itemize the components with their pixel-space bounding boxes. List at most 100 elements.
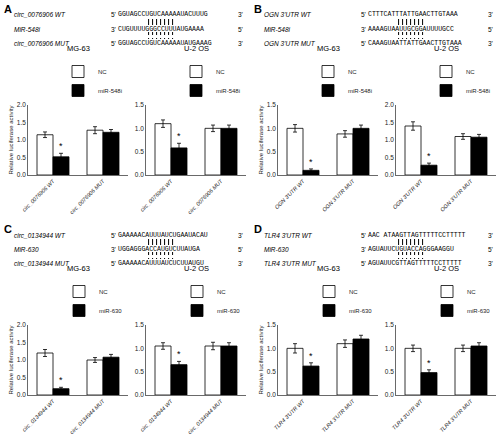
svg-text:circ_0076906 MUT: circ_0076906 MUT — [69, 178, 107, 216]
svg-text:3': 3' — [238, 232, 243, 239]
svg-text:TLR4 3'UTR MUT: TLR4 3'UTR MUT — [320, 398, 356, 434]
svg-text:0.0: 0.0 — [17, 391, 26, 398]
svg-text:AGUAUUCGTTAGTTTTTCCTTTTT: AGUAUUCGTTAGTTTTTCCTTTTT — [368, 260, 462, 267]
svg-text:3': 3' — [238, 260, 243, 267]
svg-text:CUGUUUUGGGCCUUUAUGAAAA: CUGUUUUGGGCCUUUAUGAAAA — [118, 26, 204, 33]
svg-text:0.5: 0.5 — [17, 154, 26, 161]
svg-text:1.5: 1.5 — [17, 339, 26, 346]
svg-text:MiR-548i: MiR-548i — [14, 26, 41, 33]
svg-text:3': 3' — [111, 246, 116, 253]
svg-text:5': 5' — [361, 260, 366, 267]
svg-text:circ_0076906 WT: circ_0076906 WT — [139, 178, 174, 213]
svg-text:1.0: 1.0 — [135, 125, 144, 132]
svg-text:circ_0134944 MUT: circ_0134944 MUT — [187, 398, 225, 436]
svg-text:miR-630: miR-630 — [467, 308, 490, 314]
svg-text:D: D — [254, 223, 262, 235]
svg-text:CAAAGUAATTATTGAACTTGTAAA: CAAAGUAATTATTGAACTTGTAAA — [368, 40, 462, 47]
svg-text:CTTTCATTTATTGAACTTGTAAA: CTTTCATTTATTGAACTTGTAAA — [368, 11, 458, 18]
svg-text:U-2 OS: U-2 OS — [184, 264, 209, 273]
svg-text:TLR4 3'UTR WT: TLR4 3'UTR WT — [273, 398, 306, 431]
svg-text:miR-630: miR-630 — [349, 308, 372, 314]
svg-text:OGN 3'UTR MUT: OGN 3'UTR MUT — [321, 178, 356, 213]
svg-text:TLR4 3'UTR WT: TLR4 3'UTR WT — [391, 398, 424, 431]
svg-text:OGN 3'UTR MUT: OGN 3'UTR MUT — [264, 40, 316, 47]
svg-text:MiR-630: MiR-630 — [14, 246, 39, 253]
svg-text:1.5: 1.5 — [267, 321, 276, 328]
svg-text:MG-63: MG-63 — [317, 264, 340, 273]
svg-text:5': 5' — [111, 11, 116, 18]
svg-text:3': 3' — [238, 40, 243, 47]
svg-text:Relative luciferase activity: Relative luciferase activity — [258, 105, 264, 174]
svg-text:1.5: 1.5 — [385, 119, 394, 126]
svg-text:0.0: 0.0 — [267, 391, 276, 398]
svg-text:NC: NC — [467, 289, 476, 295]
svg-text:5': 5' — [488, 26, 493, 33]
svg-text:MG-63: MG-63 — [67, 44, 90, 53]
svg-text:Relative luciferase activity: Relative luciferase activity — [8, 325, 14, 394]
svg-text:circ_0076906 MUT: circ_0076906 MUT — [187, 178, 225, 216]
svg-text:1.0: 1.0 — [267, 345, 276, 352]
svg-text:GGUAGCCUGUCAAAAAUACUUUG: GGUAGCCUGUCAAAAAUACUUUG — [118, 11, 208, 18]
svg-text:Relative luciferase activity: Relative luciferase activity — [8, 105, 14, 174]
svg-text:1.5: 1.5 — [385, 321, 394, 328]
svg-text:3': 3' — [361, 26, 366, 33]
svg-text:3': 3' — [111, 26, 116, 33]
svg-text:5': 5' — [238, 26, 243, 33]
svg-text:AGUAUUCUGUACCAGGGAAGGU: AGUAUUCUGUACCAGGGAAGGU — [368, 246, 454, 253]
svg-text:MiR-548i: MiR-548i — [264, 26, 291, 33]
svg-text:0.5: 0.5 — [385, 154, 394, 161]
svg-text:U-2 OS: U-2 OS — [434, 44, 459, 53]
svg-text:1.5: 1.5 — [17, 119, 26, 126]
svg-text:miR-630: miR-630 — [217, 308, 240, 314]
svg-text:circ_0076906 MUT: circ_0076906 MUT — [14, 40, 70, 47]
svg-text:OGN 3'UTR WT: OGN 3'UTR WT — [273, 178, 306, 211]
svg-text:MiR-630: MiR-630 — [264, 246, 289, 253]
svg-text:0.5: 0.5 — [135, 368, 144, 375]
svg-text:circ_0134944 WT: circ_0134944 WT — [14, 232, 66, 239]
svg-text:2.0: 2.0 — [385, 101, 394, 108]
svg-text:5': 5' — [238, 246, 243, 253]
svg-text:AAC ATAAGTTAGTTTTTCCTTTTT: AAC ATAAGTTAGTTTTTCCTTTTT — [368, 232, 466, 239]
svg-text:0.0: 0.0 — [135, 171, 144, 178]
svg-text:3': 3' — [488, 232, 493, 239]
svg-text:0.5: 0.5 — [135, 148, 144, 155]
svg-text:5': 5' — [111, 232, 116, 239]
svg-text:circ_0076906 WT: circ_0076906 WT — [21, 178, 56, 213]
svg-text:0.0: 0.0 — [267, 171, 276, 178]
svg-text:OGN 3'UTR WT: OGN 3'UTR WT — [264, 11, 312, 18]
svg-text:MG-63: MG-63 — [67, 264, 90, 273]
svg-text:*: * — [177, 131, 181, 141]
svg-text:5': 5' — [111, 40, 116, 47]
svg-text:circ_0134944 WT: circ_0134944 WT — [139, 398, 174, 433]
svg-text:*: * — [59, 141, 63, 151]
svg-text:3': 3' — [488, 11, 493, 18]
svg-text:TLR4 3'UTR MUT: TLR4 3'UTR MUT — [264, 260, 317, 267]
svg-text:NC: NC — [99, 289, 108, 295]
svg-text:miR-548i: miR-548i — [98, 88, 122, 94]
svg-text:circ_0076906 WT: circ_0076906 WT — [14, 11, 66, 18]
svg-text:AAAAGUAAUUGCGGAUUUUGCC: AAAAGUAAUUGCGGAUUUUGCC — [368, 26, 454, 33]
svg-text:miR-630: miR-630 — [99, 308, 122, 314]
svg-text:5': 5' — [361, 11, 366, 18]
svg-text:0.0: 0.0 — [385, 171, 394, 178]
svg-text:3': 3' — [238, 11, 243, 18]
svg-text:1.0: 1.0 — [17, 136, 26, 143]
svg-text:0.5: 0.5 — [267, 148, 276, 155]
svg-text:1.0: 1.0 — [17, 356, 26, 363]
svg-text:TLR4 3'UTR MUT: TLR4 3'UTR MUT — [438, 398, 474, 434]
svg-text:5': 5' — [361, 232, 366, 239]
svg-text:5': 5' — [111, 260, 116, 267]
svg-text:NC: NC — [216, 69, 225, 75]
svg-text:MG-63: MG-63 — [317, 44, 340, 53]
svg-text:*: * — [59, 375, 63, 385]
svg-text:1.0: 1.0 — [385, 136, 394, 143]
svg-text:TLR4 3'UTR WT: TLR4 3'UTR WT — [264, 232, 313, 239]
svg-text:0.5: 0.5 — [17, 374, 26, 381]
svg-text:U-2 OS: U-2 OS — [434, 264, 459, 273]
svg-text:Relative luciferase activity: Relative luciferase activity — [258, 325, 264, 394]
svg-text:miR-548i: miR-548i — [216, 88, 240, 94]
svg-text:1.0: 1.0 — [135, 345, 144, 352]
svg-text:NC: NC — [466, 69, 475, 75]
svg-text:U-2 OS: U-2 OS — [184, 44, 209, 53]
svg-text:C: C — [4, 223, 12, 235]
